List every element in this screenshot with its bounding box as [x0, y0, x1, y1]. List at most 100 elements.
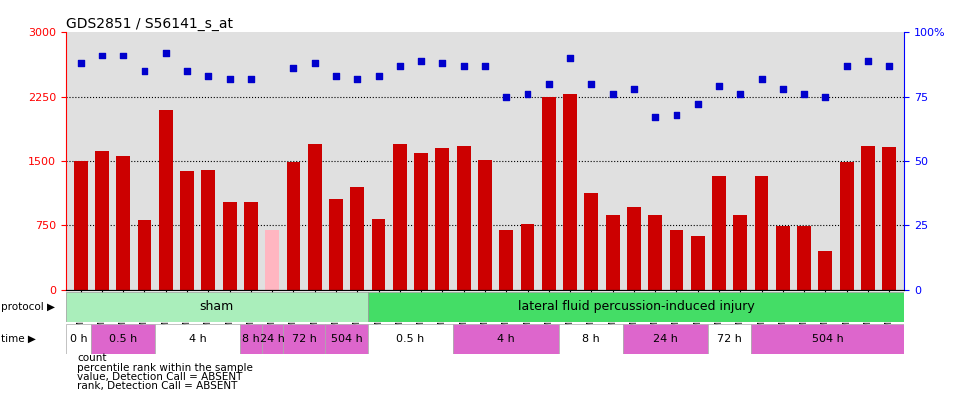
Point	[669, 111, 685, 118]
Bar	[563, 94, 577, 290]
Point	[455, 63, 471, 69]
Point	[584, 81, 600, 87]
Bar	[542, 97, 556, 290]
Point	[754, 75, 770, 82]
Text: protocol ▶: protocol ▶	[1, 302, 55, 312]
Bar	[584, 193, 599, 290]
Bar	[393, 144, 407, 290]
Point	[285, 65, 301, 72]
Bar	[66, 324, 91, 354]
Bar	[882, 147, 896, 290]
Bar	[520, 224, 535, 290]
Text: GDS2851 / S56141_s_at: GDS2851 / S56141_s_at	[66, 17, 233, 31]
Point	[413, 58, 428, 64]
Point	[243, 75, 258, 82]
Point	[499, 94, 514, 100]
Point	[115, 52, 131, 59]
Bar	[453, 324, 560, 354]
Text: count: count	[77, 354, 107, 363]
Point	[349, 75, 365, 82]
Text: 504 h: 504 h	[331, 334, 363, 344]
Point	[627, 86, 642, 92]
Point	[563, 55, 578, 61]
Point	[797, 91, 812, 97]
Bar	[95, 151, 109, 290]
Bar	[605, 215, 620, 290]
Bar	[371, 219, 386, 290]
Point	[328, 73, 343, 79]
Bar	[137, 220, 152, 290]
Point	[200, 73, 216, 79]
Bar	[240, 324, 261, 354]
Point	[542, 81, 557, 87]
Text: sham: sham	[200, 300, 234, 313]
Point	[648, 114, 663, 121]
Bar	[669, 230, 684, 290]
Point	[94, 52, 109, 59]
Bar	[180, 171, 194, 290]
Text: 4 h: 4 h	[497, 334, 515, 344]
Text: 504 h: 504 h	[811, 334, 843, 344]
Text: 0 h: 0 h	[70, 334, 87, 344]
Text: 24 h: 24 h	[654, 334, 678, 344]
Bar	[91, 324, 155, 354]
Bar	[222, 202, 237, 290]
Bar	[435, 148, 450, 290]
Point	[370, 73, 386, 79]
Point	[221, 75, 237, 82]
Text: rank, Detection Call = ABSENT: rank, Detection Call = ABSENT	[77, 382, 238, 391]
Bar	[282, 324, 325, 354]
Point	[776, 86, 791, 92]
Text: 8 h: 8 h	[242, 334, 260, 344]
Bar	[499, 230, 513, 290]
Bar	[797, 226, 811, 290]
Bar	[624, 324, 709, 354]
Bar	[560, 324, 624, 354]
Bar	[261, 324, 282, 354]
Bar	[201, 170, 216, 290]
Point	[882, 63, 897, 69]
Text: 72 h: 72 h	[718, 334, 742, 344]
Bar	[776, 226, 790, 290]
Point	[605, 91, 621, 97]
Point	[73, 60, 88, 66]
Bar	[159, 110, 173, 290]
Bar	[308, 144, 322, 290]
Point	[478, 63, 493, 69]
Point	[392, 63, 407, 69]
Bar	[325, 324, 367, 354]
Text: percentile rank within the sample: percentile rank within the sample	[77, 363, 253, 373]
Bar	[265, 230, 279, 290]
Bar	[627, 207, 641, 290]
Bar	[709, 324, 751, 354]
Text: value, Detection Call = ABSENT: value, Detection Call = ABSENT	[77, 372, 243, 382]
Point	[690, 101, 706, 108]
Point	[307, 60, 322, 66]
Bar	[456, 145, 471, 290]
Point	[861, 58, 876, 64]
Point	[733, 91, 748, 97]
Bar	[733, 215, 747, 290]
Bar	[690, 236, 705, 290]
Text: 0.5 h: 0.5 h	[109, 334, 137, 344]
Bar	[648, 215, 662, 290]
Bar	[286, 162, 301, 290]
Bar	[751, 324, 904, 354]
Point	[520, 91, 536, 97]
Bar	[367, 324, 453, 354]
Text: 8 h: 8 h	[582, 334, 601, 344]
Text: time ▶: time ▶	[1, 334, 36, 344]
Bar	[350, 187, 365, 290]
Bar	[712, 177, 726, 290]
Bar	[818, 251, 833, 290]
Point	[434, 60, 450, 66]
Bar	[329, 199, 343, 290]
Bar	[155, 324, 240, 354]
Bar	[66, 292, 367, 322]
Text: 24 h: 24 h	[260, 334, 284, 344]
Point	[136, 68, 152, 74]
Bar	[478, 160, 492, 290]
Point	[179, 68, 194, 74]
Bar	[754, 177, 769, 290]
Bar	[244, 202, 258, 290]
